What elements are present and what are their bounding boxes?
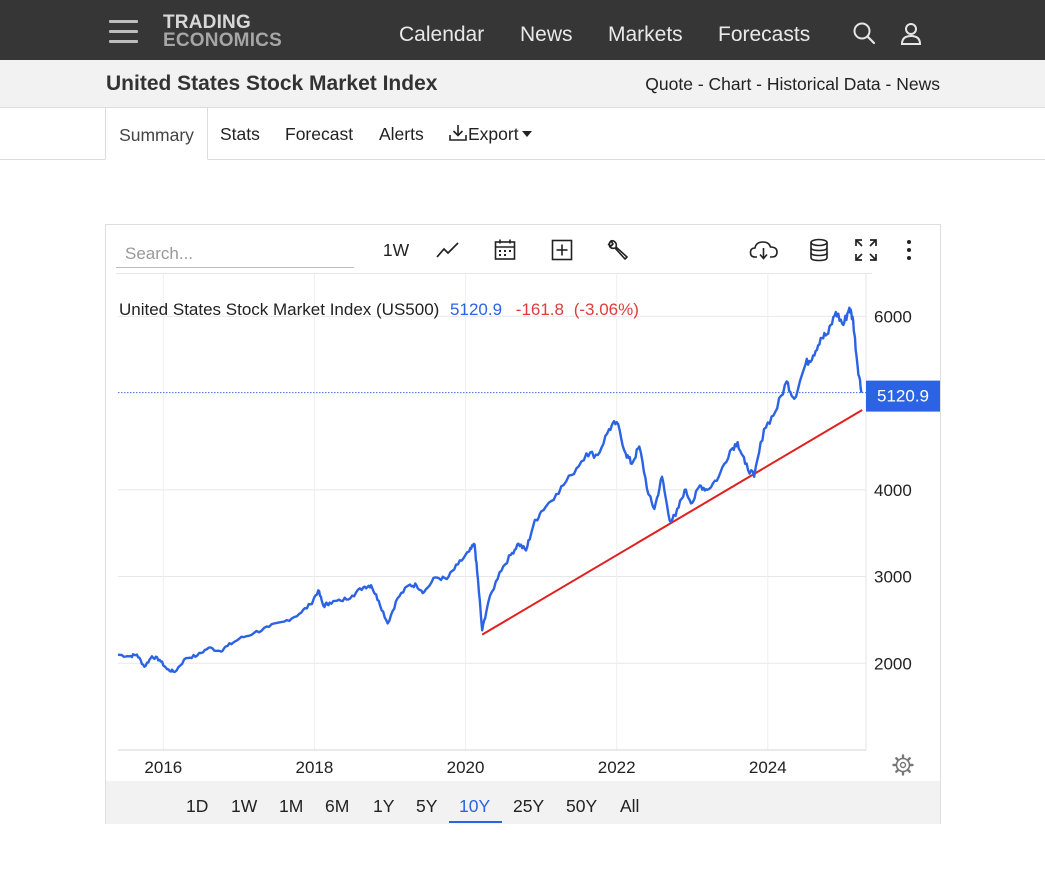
y-axis-ticks: 2000 3000 4000 6000 xyxy=(874,307,912,673)
chevron-down-icon xyxy=(521,130,532,137)
legend-series-name: United States Stock Market Index (US500) xyxy=(119,300,439,319)
chart-widget: 1W 2000 3000 4000 6000 2016 2018 2020 2022 2024… xyxy=(105,224,941,824)
x-tick-label: 2020 xyxy=(447,758,485,777)
logo-line1: TRADING xyxy=(163,12,251,33)
range-5y[interactable]: 5Y xyxy=(416,796,438,816)
link-news[interactable]: News xyxy=(896,74,940,94)
toolbar-divider xyxy=(116,273,872,274)
stock-index-chart[interactable]: 2000 3000 4000 6000 2016 2018 2020 2022 2024 51… xyxy=(106,225,940,781)
range-1m[interactable]: 1M xyxy=(279,796,304,816)
more-options-icon[interactable] xyxy=(894,235,924,265)
link-chart[interactable]: Chart xyxy=(708,74,752,94)
fullscreen-icon[interactable] xyxy=(851,235,881,265)
tab-stats[interactable]: Stats xyxy=(220,124,260,144)
link-quote[interactable]: Quote xyxy=(645,74,693,94)
wrench-icon[interactable] xyxy=(603,235,633,265)
range-50y[interactable]: 50Y xyxy=(566,796,598,816)
link-separator: - xyxy=(751,74,767,94)
x-tick-label: 2024 xyxy=(749,758,787,777)
y-tick-label: 4000 xyxy=(874,481,912,500)
x-tick-label: 2018 xyxy=(296,758,334,777)
y-tick-label: 3000 xyxy=(874,568,912,587)
chart-settings-icon[interactable] xyxy=(892,754,914,776)
legend-change: -161.8 xyxy=(516,300,564,319)
link-historical-data[interactable]: Historical Data xyxy=(766,74,881,94)
series-line-us500 xyxy=(117,306,863,674)
legend-change-pct: (-3.06%) xyxy=(574,300,639,319)
tab-forecast[interactable]: Forecast xyxy=(285,124,354,144)
last-price-badge xyxy=(866,380,940,412)
interval-selector[interactable]: 1W xyxy=(382,239,410,260)
download-icon xyxy=(449,125,467,141)
range-1y[interactable]: 1Y xyxy=(373,796,395,816)
top-nav-bar: TRADING ECONOMICS Calendar News Markets … xyxy=(0,0,1045,60)
chart-grid xyxy=(118,273,866,750)
x-axis-ticks: 2016 2018 2020 2022 2024 xyxy=(144,758,786,777)
y-tick-label: 6000 xyxy=(874,307,912,326)
export-label: Export xyxy=(468,124,519,144)
menu-icon[interactable] xyxy=(109,20,138,44)
line-chart-type-icon[interactable] xyxy=(433,235,463,265)
nav-forecasts[interactable]: Forecasts xyxy=(718,23,811,46)
search-input[interactable] xyxy=(116,241,354,268)
legend-last-value: 5120.9 xyxy=(450,300,502,319)
last-price-label: 5120.9 xyxy=(877,387,929,406)
user-icon[interactable] xyxy=(898,21,924,47)
active-range-underline xyxy=(449,821,502,823)
title-bar: United States Stock Market Index Quote -… xyxy=(0,60,1045,108)
tab-summary[interactable]: Summary xyxy=(105,107,208,160)
range-selector: 1D 1W 1M 6M 1Y 5Y 10Y 25Y 50Y All xyxy=(106,781,940,824)
nav-markets[interactable]: Markets xyxy=(608,23,683,46)
add-indicator-icon[interactable] xyxy=(547,235,577,265)
calendar-icon[interactable] xyxy=(490,235,520,265)
database-icon[interactable] xyxy=(804,235,834,265)
range-all[interactable]: All xyxy=(620,796,640,816)
trading-economics-logo[interactable]: TRADING ECONOMICS xyxy=(163,12,282,52)
x-tick-label: 2022 xyxy=(598,758,636,777)
page-title: United States Stock Market Index xyxy=(106,72,438,95)
quick-links: Quote - Chart - Historical Data - News xyxy=(645,74,940,95)
tab-alerts[interactable]: Alerts xyxy=(379,124,424,144)
range-25y[interactable]: 25Y xyxy=(513,796,545,816)
link-separator: - xyxy=(880,74,897,94)
chart-legend: United States Stock Market Index (US500)… xyxy=(119,300,639,319)
nav-news[interactable]: News xyxy=(520,23,573,46)
cloud-download-icon[interactable] xyxy=(747,235,781,265)
nav-calendar[interactable]: Calendar xyxy=(399,23,485,46)
logo-line2: ECONOMICS xyxy=(163,30,282,52)
search-icon[interactable] xyxy=(851,21,877,47)
link-separator: - xyxy=(692,74,709,94)
range-1d[interactable]: 1D xyxy=(186,796,209,816)
x-tick-label: 2016 xyxy=(144,758,182,777)
range-6m[interactable]: 6M xyxy=(325,796,350,816)
range-10y[interactable]: 10Y xyxy=(459,796,491,816)
range-1w[interactable]: 1W xyxy=(231,796,258,816)
y-tick-label: 2000 xyxy=(874,654,912,673)
tabs-bar: Summary Stats Forecast Alerts Export xyxy=(0,107,1045,160)
trendline xyxy=(481,409,863,636)
tab-export[interactable]: Export xyxy=(448,124,532,145)
